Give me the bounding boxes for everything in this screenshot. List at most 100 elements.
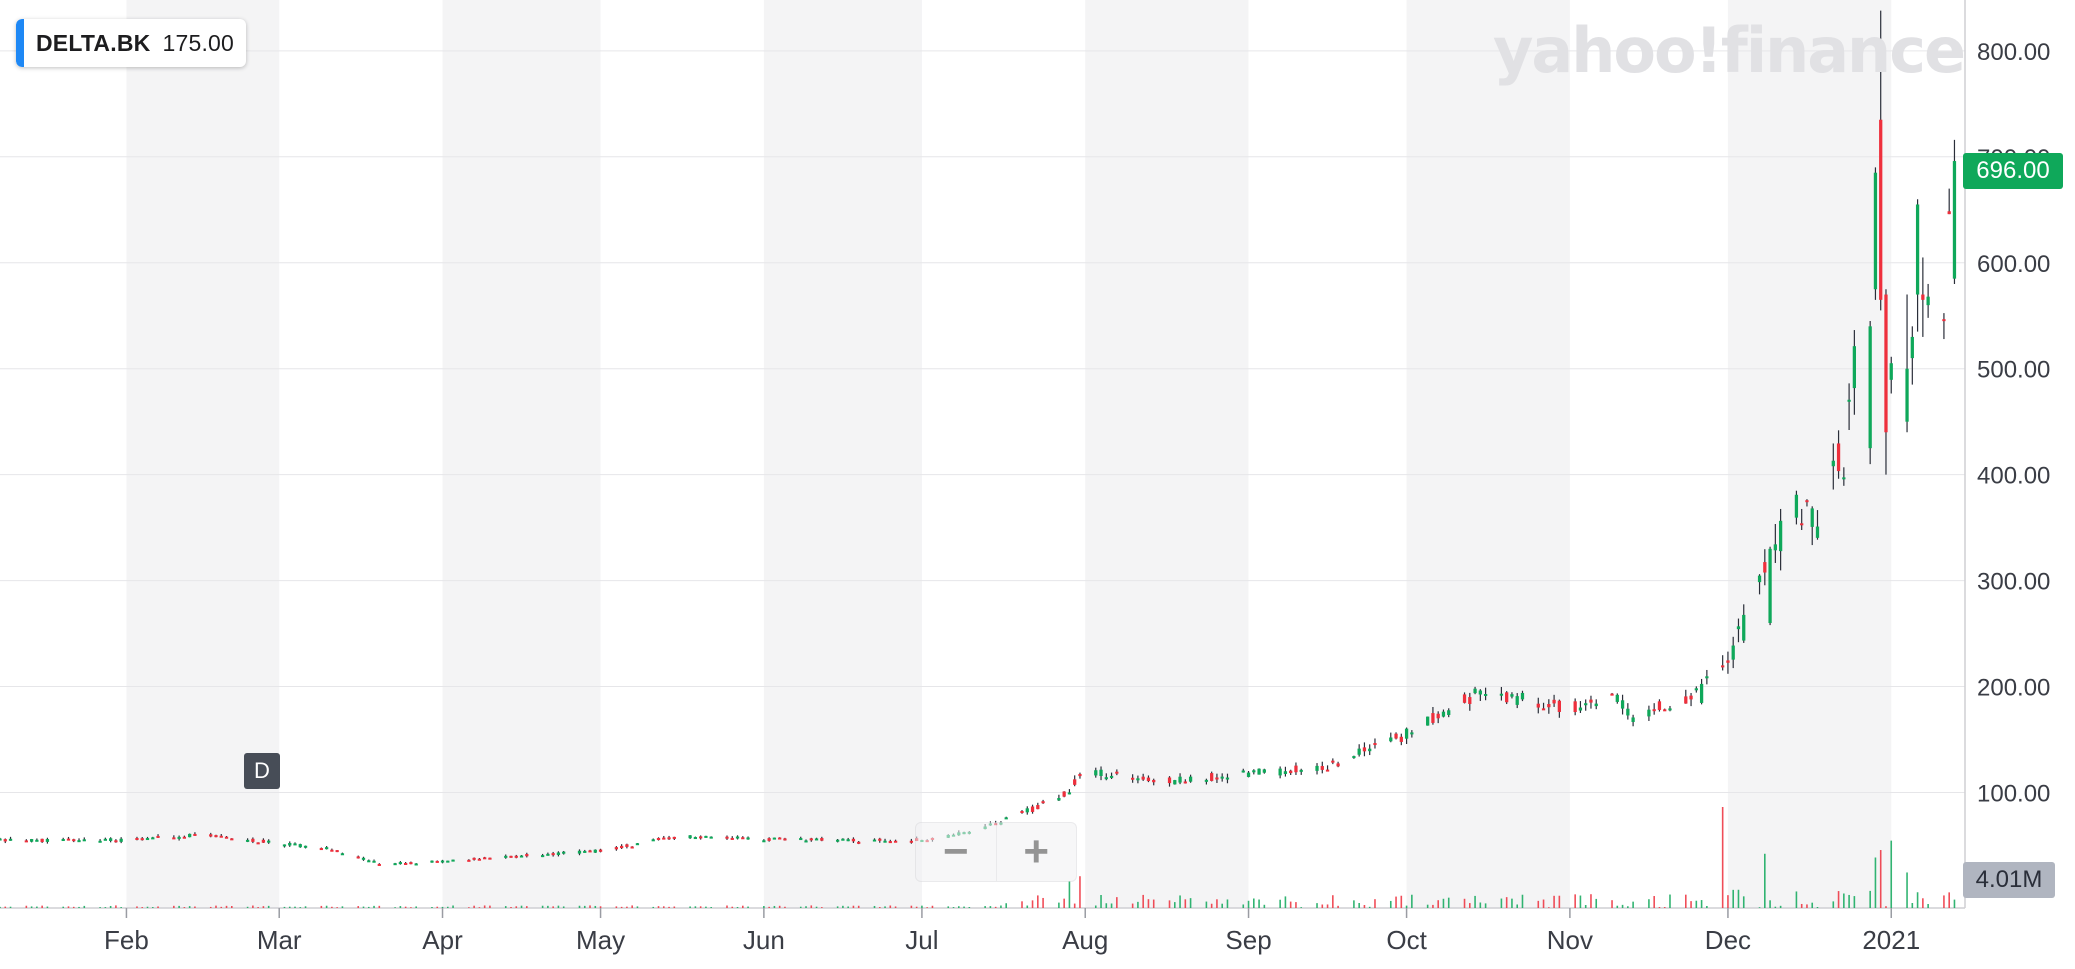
- candle-body: [1726, 660, 1730, 663]
- candle-body: [1020, 810, 1024, 813]
- candle-body: [1842, 477, 1846, 480]
- candle-body: [1357, 748, 1361, 755]
- candle-body: [693, 837, 698, 840]
- candle-body: [1099, 769, 1103, 776]
- candle-body: [467, 859, 471, 862]
- candle-body: [767, 838, 771, 841]
- candle-body: [1699, 683, 1704, 703]
- candle-body: [1647, 709, 1651, 717]
- candle-body: [488, 857, 492, 860]
- month-bands: [126, 0, 1892, 908]
- x-tick-label: Nov: [1547, 925, 1593, 955]
- x-tick-label: Aug: [1062, 925, 1108, 955]
- candle-body: [1067, 792, 1072, 795]
- candle-body: [783, 838, 787, 841]
- candle-body: [1220, 776, 1224, 779]
- candle-body: [61, 839, 65, 842]
- candle-body: [556, 852, 561, 855]
- candle-body: [1062, 791, 1066, 797]
- candle-body: [857, 841, 861, 844]
- y-tick-label: 400.00: [1977, 463, 2050, 490]
- candle-body: [1515, 696, 1519, 705]
- month-band: [1406, 0, 1570, 908]
- candle-body: [1547, 704, 1551, 708]
- candle-body: [1905, 368, 1909, 422]
- candle-body: [778, 837, 782, 840]
- candle-body: [1810, 508, 1814, 527]
- zoom-in-button[interactable]: +: [996, 822, 1077, 882]
- candle-body: [288, 842, 292, 846]
- candle-body: [145, 838, 150, 841]
- candle-body: [435, 860, 439, 863]
- y-tick-label: 800.00: [1977, 39, 2050, 66]
- candle-body: [1852, 346, 1857, 389]
- candle-body: [1847, 399, 1851, 402]
- candle-body: [620, 845, 624, 849]
- candle-body: [504, 855, 508, 858]
- candle-body: [762, 840, 766, 843]
- candle-body: [335, 850, 339, 853]
- candle-body: [735, 836, 740, 839]
- candle-body: [804, 840, 808, 843]
- candle-body: [251, 838, 255, 842]
- candle-body: [377, 863, 381, 866]
- candle-body: [66, 838, 71, 841]
- ticker-price: 175.00: [162, 29, 235, 56]
- candle-body: [1731, 645, 1735, 660]
- candle-body: [303, 845, 308, 848]
- candle-body: [1431, 713, 1435, 723]
- y-tick-label: 300.00: [1977, 569, 2050, 596]
- candle-body: [1884, 294, 1888, 433]
- zoom-out-button[interactable]: −: [915, 822, 997, 882]
- candle-body: [256, 842, 260, 845]
- candle-body: [1073, 779, 1077, 785]
- candle-body: [1410, 732, 1414, 735]
- candle-body: [1025, 808, 1029, 813]
- candle-body: [1030, 806, 1035, 812]
- candle-body: [393, 863, 397, 866]
- ticker-badge[interactable]: DELTA.BK 175.00: [16, 19, 247, 67]
- x-tick-label: Dec: [1705, 925, 1751, 955]
- candle-body: [588, 850, 592, 853]
- candle-body: [1910, 336, 1914, 359]
- candle-body: [1584, 703, 1588, 706]
- candle-body: [625, 844, 629, 847]
- candle-body: [1404, 728, 1409, 739]
- candle-body: [1483, 694, 1488, 697]
- candle-body: [1742, 614, 1746, 641]
- candle-body: [1141, 776, 1145, 780]
- candle-body: [282, 844, 287, 847]
- candle-body: [1373, 743, 1377, 746]
- candle-body: [356, 856, 360, 859]
- x-tick-label: Jul: [905, 925, 938, 955]
- candle-body: [1499, 693, 1504, 696]
- candle-body: [193, 833, 197, 836]
- dividend-marker[interactable]: D: [244, 753, 280, 789]
- candle-body: [1320, 766, 1324, 770]
- candle-body: [1694, 688, 1698, 691]
- candle-body: [583, 850, 587, 853]
- candle-body: [1689, 695, 1693, 700]
- x-tick-label: Apr: [422, 925, 463, 955]
- candle-body: [1315, 765, 1319, 771]
- x-tick-label: May: [576, 925, 625, 955]
- candle-body: [1246, 772, 1251, 777]
- candle-body: [1468, 697, 1472, 704]
- candle-body: [72, 839, 76, 842]
- candle-body: [98, 840, 102, 843]
- candle-body: [214, 835, 218, 838]
- candle-body: [1768, 548, 1772, 623]
- candle-body: [1631, 717, 1635, 722]
- month-band: [763, 0, 922, 908]
- candle-body: [593, 849, 597, 853]
- candle-body: [1805, 500, 1809, 503]
- candle-body: [741, 837, 745, 840]
- candle-body: [809, 838, 813, 841]
- candle-body: [1921, 294, 1925, 300]
- candle-body: [1215, 777, 1219, 780]
- candle-body: [1115, 771, 1119, 774]
- candle-body: [577, 850, 582, 854]
- ticker-color-bar: [16, 19, 24, 67]
